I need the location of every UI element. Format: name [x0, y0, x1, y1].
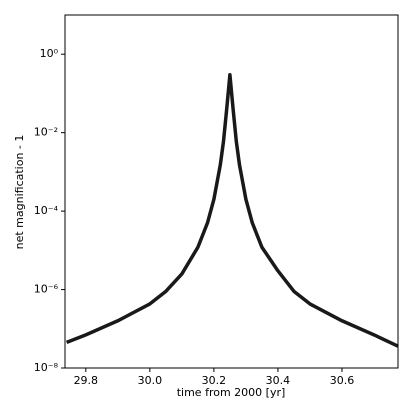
x-axis-label: time from 2000 [yr]	[177, 386, 286, 399]
x-tick-label: 30.4	[266, 374, 291, 387]
line	[65, 72, 399, 348]
x-tick-label: 29.8	[74, 374, 99, 387]
y-tick-label: 10⁻⁴	[34, 204, 59, 217]
y-axis-label: net magnification - 1	[13, 135, 26, 250]
y-tick-label: 10⁰	[40, 47, 59, 60]
x-tick-label: 30.2	[202, 374, 227, 387]
y-tick-label: 10⁻²	[34, 126, 58, 139]
y-tick-label: 10⁻⁶	[34, 283, 59, 296]
x-tick-label: 30.6	[330, 374, 355, 387]
x-tick-label: 30.0	[138, 374, 163, 387]
plot-frame	[64, 14, 399, 369]
y-tick-label: 10⁻⁸	[34, 361, 59, 374]
